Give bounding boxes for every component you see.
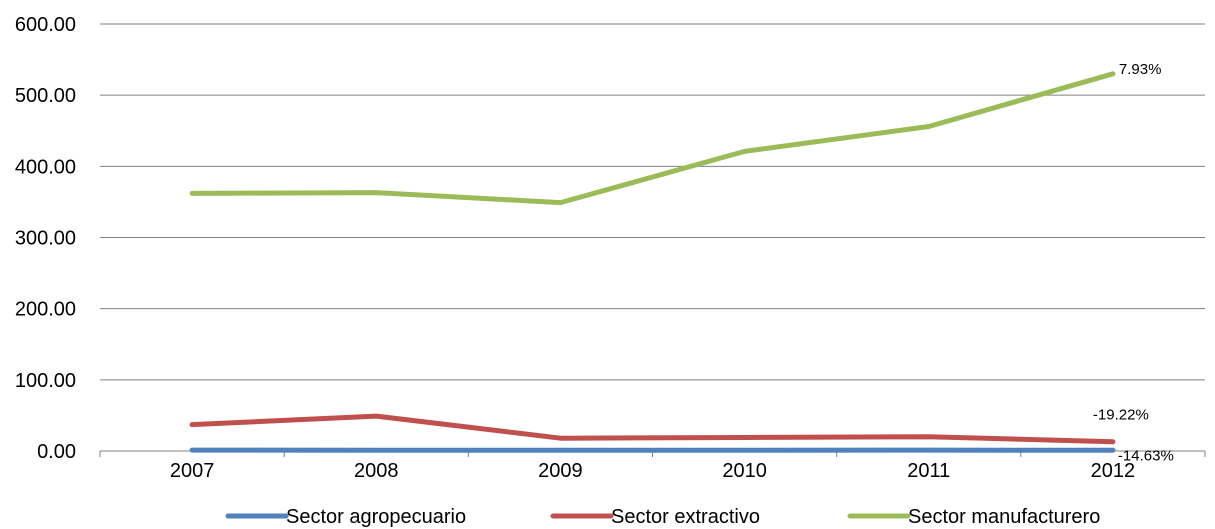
x-tick-label-3: 2010: [722, 460, 767, 482]
end-label-2: 7.93%: [1119, 61, 1162, 78]
y-tick-label-4: 400.00: [15, 156, 76, 178]
x-tick-label-5: 2012: [1091, 460, 1136, 482]
y-axis: 0.00 100.00 200.00 300.00 400.00 500.00 600.00: [15, 14, 76, 463]
end-label-1: -19.22%: [1093, 407, 1149, 424]
y-tick-label-1: 100.00: [15, 370, 76, 392]
legend-label-0: Sector agropecuario: [286, 506, 466, 528]
x-tick-label-1: 2008: [354, 460, 399, 482]
x-tick-label-0: 2007: [170, 460, 215, 482]
end-label-0: -14.63%: [1118, 447, 1174, 464]
y-tick-label-3: 300.00: [15, 228, 76, 250]
gridlines: [100, 23, 1205, 381]
legend: Sector agropecuario Sector extractivo Sect…: [225, 506, 1100, 528]
series-line-2: [189, 71, 1116, 206]
legend-label-2: Sector manufacturero: [908, 506, 1100, 528]
legend-label-1: Sector extractivo: [611, 506, 760, 528]
x-tick-label-2: 2009: [538, 460, 583, 482]
series-line-1: [189, 413, 1116, 445]
data-labels: -14.63% -19.22% 7.93%: [1093, 61, 1174, 464]
y-tick-label-0: 0.00: [37, 441, 76, 463]
y-tick-label-2: 200.00: [15, 299, 76, 321]
y-tick-label-6: 600.00: [15, 14, 76, 36]
x-axis: 2007 2008 2009 2010 2011 2012: [99, 450, 1206, 482]
x-tick-label-4: 2011: [907, 460, 950, 482]
series-lines: [189, 71, 1116, 453]
y-tick-label-5: 500.00: [15, 85, 76, 107]
